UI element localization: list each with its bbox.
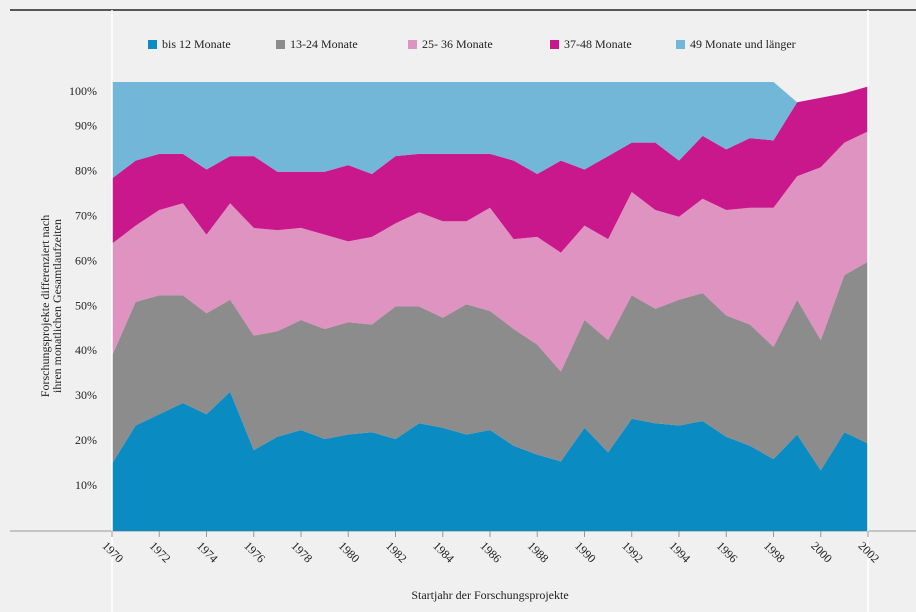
legend-swatch [148, 40, 157, 49]
y-tick-label: 90% [75, 119, 97, 133]
y-axis-title: ihren monatlichen Gesamtlaufzeiten [50, 219, 64, 393]
y-tick-label: 10% [75, 478, 97, 492]
y-tick-label: 80% [75, 164, 97, 178]
y-tick-label: 20% [75, 433, 97, 447]
legend-swatch [676, 40, 685, 49]
y-tick-label: 70% [75, 208, 97, 222]
area [112, 131, 868, 372]
y-tick-label: 30% [75, 388, 97, 402]
area [112, 86, 868, 253]
legend-swatch [408, 40, 417, 49]
y-tick-label: 100% [69, 84, 97, 98]
area [112, 261, 868, 471]
area [112, 82, 868, 179]
area [112, 391, 868, 531]
y-tick-label: 40% [75, 343, 97, 357]
legend-label: 13-24 Monate [290, 37, 358, 51]
y-tick-label: 50% [75, 298, 97, 312]
legend-swatch [276, 40, 285, 49]
y-axis-title: Forschungsprojekte differenziert nach [38, 215, 52, 397]
legend-label: bis 12 Monate [162, 37, 231, 51]
y-tick-label: 60% [75, 253, 97, 267]
legend-label: 49 Monate und länger [690, 37, 796, 51]
legend-swatch [550, 40, 559, 49]
legend-label: 37-48 Monate [564, 37, 632, 51]
x-axis-title: Startjahr der Forschungsprojekte [411, 588, 568, 602]
legend-label: 25- 36 Monate [422, 37, 493, 51]
